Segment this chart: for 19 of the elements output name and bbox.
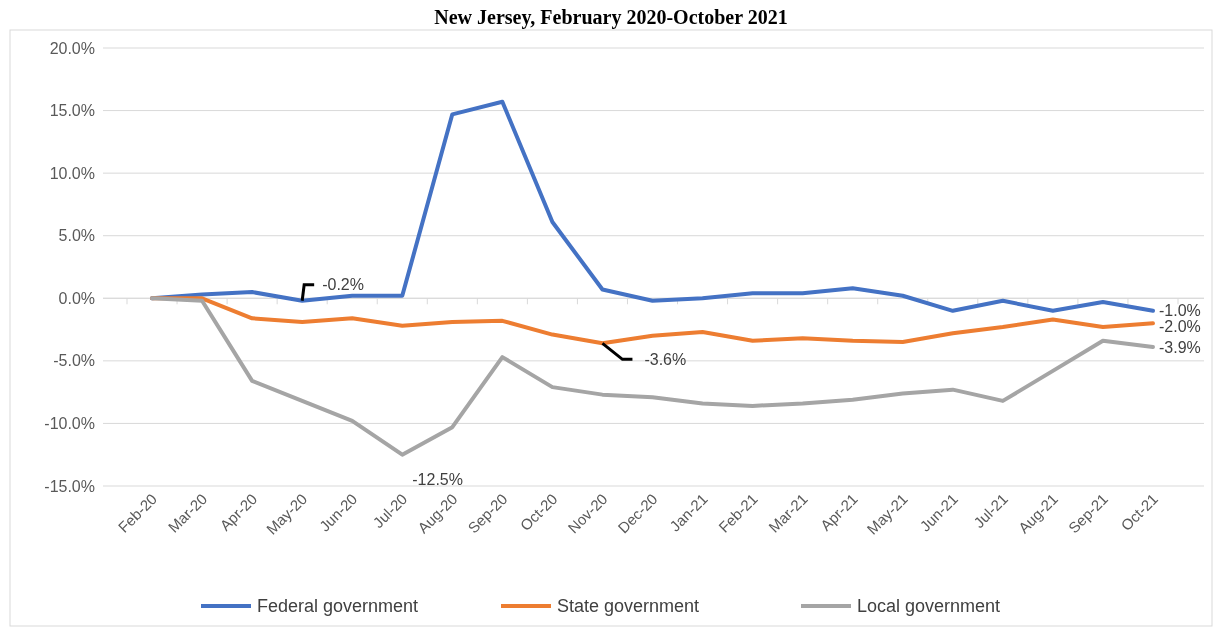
y-tick-label: 0.0% [58,289,95,307]
data-label: -3.6% [644,350,687,368]
y-tick-label: 20.0% [49,39,95,57]
y-tick-label: -5.0% [53,352,95,370]
legend-label: Federal government [257,596,419,617]
legend-label: Local government [857,596,1001,617]
y-tick-label: -15.0% [44,477,95,495]
y-tick-label: 15.0% [49,102,95,120]
data-label: -2.0% [1158,318,1201,336]
legend-label: State government [557,596,700,617]
y-tick-label: 5.0% [58,227,95,245]
data-label: -12.5% [412,470,463,488]
chart-title: New Jersey, February 2020-October 2021 [434,6,788,29]
y-tick-label: 10.0% [49,164,95,182]
data-label: -0.2% [322,276,364,294]
data-label: -1.0% [1158,302,1201,320]
y-tick-label: -10.0% [44,415,95,433]
line-series [150,296,1155,457]
data-label: -3.9% [1158,338,1201,356]
